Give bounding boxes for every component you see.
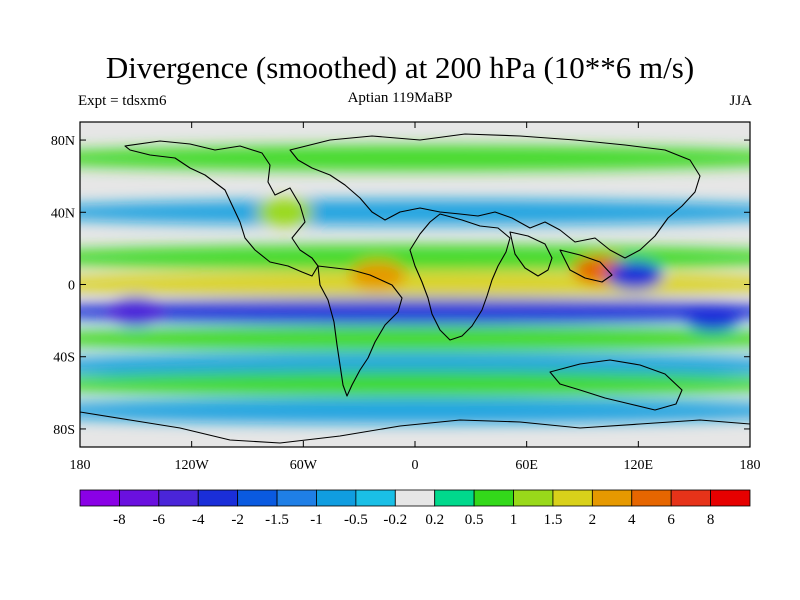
divergence-feature (684, 303, 741, 331)
coastline-eurasia (289, 133, 701, 259)
colorbar-swatch (237, 489, 278, 507)
colorbar-label: 6 (667, 512, 675, 528)
colorbar-swatch (670, 489, 711, 507)
colorbar-swatch (591, 489, 633, 507)
colorbar-swatch (394, 489, 436, 507)
colorbar-label: -1.5 (265, 512, 289, 528)
divergence-band (80, 397, 750, 424)
colorbar-label: -6 (153, 512, 166, 528)
colorbar-label: -8 (113, 512, 126, 528)
colorbar-swatch (276, 489, 317, 507)
coastline-southeast-asia (559, 249, 613, 283)
colorbar-swatch (355, 489, 396, 507)
coastline-africa (409, 213, 511, 341)
colorbar-swatch (119, 489, 160, 507)
colorbar-swatch (79, 489, 120, 507)
y-tick-label: 80N (51, 134, 75, 149)
divergence-band (80, 244, 750, 271)
y-tick-label: 40S (53, 351, 75, 366)
x-tick-label: 180 (70, 458, 91, 473)
colorbar-swatch (473, 489, 514, 507)
divergence-band (80, 370, 750, 397)
colorbar-label: 1.5 (544, 512, 563, 528)
divergence-band (80, 298, 750, 325)
colorbar-label: -2 (231, 512, 244, 528)
colorbar-label: 8 (707, 512, 715, 528)
divergence-feature (256, 198, 313, 227)
divergence-feature (107, 297, 164, 326)
colorbar-swatch (631, 489, 672, 507)
x-tick-label: 0 (412, 458, 419, 473)
colorbar-label: -0.2 (383, 512, 407, 528)
coastline-antarctica (80, 411, 750, 444)
x-tick-label: 60E (515, 458, 538, 473)
x-tick-label: 180 (740, 458, 761, 473)
season-label: JJA (729, 93, 752, 109)
coastline-south-america (317, 265, 403, 397)
colorbar-label: 0.2 (425, 512, 444, 528)
colorbar-label: 0.5 (465, 512, 484, 528)
colorbar-label: -1 (310, 512, 323, 528)
x-tick-label: 60W (290, 458, 318, 473)
colorbar-label: 4 (628, 512, 636, 528)
coastline-australia (549, 359, 683, 411)
colorbar-label: 2 (589, 512, 597, 528)
coastline-india-arabia (509, 231, 553, 277)
colorbar-label: 1 (510, 512, 518, 528)
y-tick-label: 80S (53, 423, 75, 438)
chart-title: Divergence (smoothed) at 200 hPa (10**6 … (105, 50, 695, 85)
divergence-feature (606, 261, 663, 290)
x-tick-label: 120W (175, 458, 210, 473)
colorbar-label: -0.5 (344, 512, 368, 528)
divergence-band (80, 145, 750, 172)
colorbar-swatch (158, 489, 199, 507)
chart-subtitle: Aptian 119MaBP (347, 90, 453, 106)
colorbar-swatch (710, 489, 751, 507)
x-tick-label: 120E (624, 458, 654, 473)
colorbar-label: -4 (192, 512, 205, 528)
y-tick-label: 0 (68, 279, 75, 294)
colorbar-swatch (197, 489, 239, 507)
colorbar-swatch (434, 489, 475, 507)
colorbar-swatch (316, 489, 357, 507)
divergence-band (80, 325, 750, 352)
y-tick-label: 40N (51, 206, 75, 221)
divergence-feature (349, 261, 406, 290)
colorbar-swatch (552, 489, 593, 507)
experiment-label: Expt = tdsxm6 (78, 93, 167, 109)
colorbar-swatch (513, 489, 554, 507)
divergence-band (80, 199, 750, 226)
